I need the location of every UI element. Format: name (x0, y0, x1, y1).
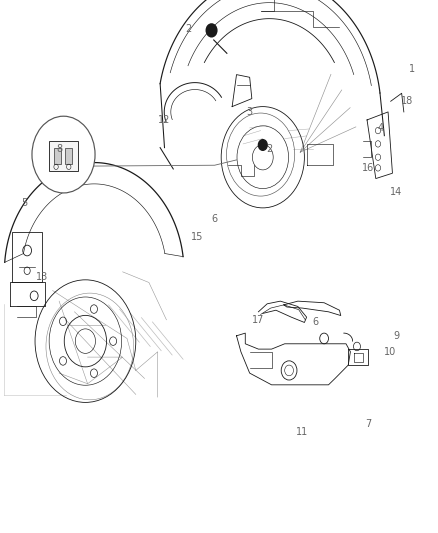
Text: 9: 9 (393, 331, 399, 341)
Text: 2: 2 (185, 25, 191, 34)
Bar (65, 148, 72, 164)
Text: 5: 5 (21, 198, 27, 207)
Text: 13: 13 (35, 272, 48, 282)
Text: 6: 6 (212, 214, 218, 223)
Text: 15: 15 (191, 232, 203, 242)
Circle shape (258, 140, 267, 150)
Text: 14: 14 (390, 187, 403, 197)
Text: 17: 17 (252, 315, 265, 325)
Text: 6: 6 (312, 318, 318, 327)
Text: 7: 7 (365, 419, 371, 429)
Circle shape (32, 116, 95, 193)
Text: 2: 2 (266, 144, 272, 154)
Text: 3: 3 (247, 107, 253, 117)
Circle shape (206, 24, 217, 37)
Text: 12: 12 (158, 115, 170, 125)
Text: 4: 4 (378, 123, 384, 133)
Text: 16: 16 (362, 163, 374, 173)
Text: 18: 18 (401, 96, 413, 106)
Text: 10: 10 (384, 347, 396, 357)
Bar (49, 141, 78, 171)
Text: 11: 11 (296, 427, 308, 437)
Text: 1: 1 (409, 64, 415, 74)
Bar (54, 148, 61, 164)
Text: 8: 8 (56, 144, 62, 154)
